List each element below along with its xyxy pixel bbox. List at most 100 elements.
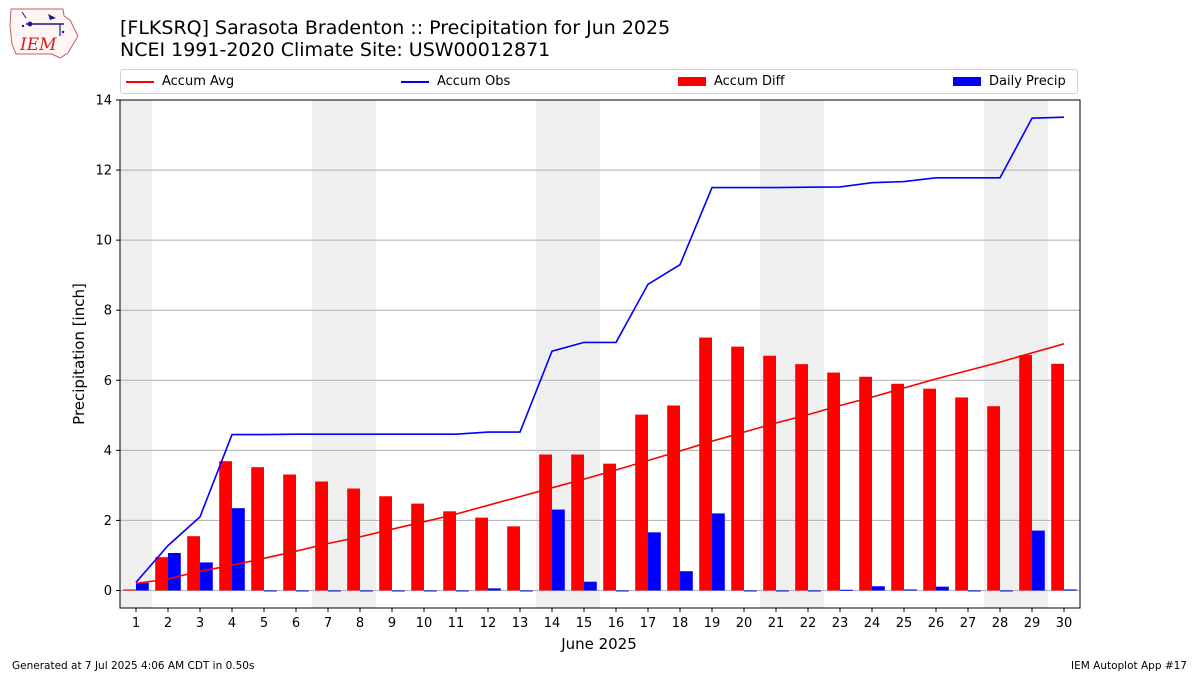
legend-label-daily-precip: Daily Precip (989, 74, 1066, 89)
footer-app: IEM Autoplot App #17 (1071, 660, 1187, 672)
daily-precip-bar-day-2 (168, 552, 181, 591)
accum-diff-bar-day-3 (187, 536, 200, 591)
accum-diff-bar-day-1 (123, 589, 136, 591)
legend-label-accum-avg: Accum Avg (162, 74, 235, 89)
accum-diff-bar-day-21 (763, 355, 776, 591)
daily-precip-bar-day-14 (552, 509, 565, 591)
accum-diff-bar-day-4 (219, 461, 232, 591)
accum-diff-bar-day-22 (795, 364, 808, 591)
x-tick-label-22: 22 (800, 616, 817, 631)
y-tick-label-8: 8 (104, 304, 112, 319)
chart-title: [FLKSRQ] Sarasota Bradenton :: Precipita… (120, 17, 671, 39)
accum-diff-bar-day-27 (955, 397, 968, 591)
accum-diff-bar-day-26 (923, 388, 936, 591)
x-tick-label-12: 12 (480, 616, 497, 631)
footer-generated: Generated at 7 Jul 2025 4:06 AM CDT in 0… (12, 660, 255, 672)
x-tick-label-29: 29 (1024, 616, 1041, 631)
x-tick-label-21: 21 (768, 616, 785, 631)
legend-swatch-accum-diff (678, 77, 706, 86)
x-tick-label-17: 17 (640, 616, 657, 631)
accum-obs-line (135, 116, 1065, 583)
x-tick-label-19: 19 (704, 616, 721, 631)
chart-subtitle: NCEI 1991-2020 Climate Site: USW00012871 (120, 39, 551, 61)
logo-text: IEM (19, 35, 57, 55)
legend-label-accum-diff: Accum Diff (714, 74, 785, 89)
plot-frame (119, 99, 1081, 609)
x-tick-label-7: 7 (324, 616, 332, 631)
daily-precip-bar-day-8 (360, 590, 373, 592)
y-tick-label-0: 0 (104, 584, 112, 599)
accum-diff-bar-day-16 (603, 463, 616, 591)
x-tick-label-18: 18 (672, 616, 689, 631)
accum-diff-bar-day-17 (635, 414, 648, 591)
daily-precip-bar-day-15 (584, 581, 597, 591)
daily-precip-bar-day-10 (424, 590, 437, 592)
daily-precip-bar-day-19 (712, 513, 725, 591)
daily-precip-bar-day-26 (936, 586, 949, 591)
y-tick-label-10: 10 (95, 234, 112, 249)
daily-precip-bar-day-28 (1000, 590, 1013, 592)
daily-precip-bar-day-3 (200, 562, 213, 591)
accum-diff-bar-day-13 (507, 526, 520, 591)
accum-diff-bar-day-2 (155, 557, 168, 591)
daily-precip-bar-day-7 (328, 590, 341, 592)
daily-precip-bar-day-12 (488, 588, 501, 591)
accum-diff-bar-day-30 (1051, 363, 1064, 591)
daily-precip-bar-day-27 (968, 590, 981, 592)
accum-diff-bar-day-11 (443, 511, 456, 591)
accum-diff-bar-day-19 (699, 337, 712, 591)
x-tick-label-4: 4 (228, 616, 236, 631)
legend-item-daily-precip: Daily Precip (953, 74, 1066, 89)
daily-precip-bar-day-13 (520, 590, 533, 592)
daily-precip-bar-day-23 (840, 589, 853, 591)
x-tick-label-6: 6 (292, 616, 300, 631)
chart-legend: Accum Avg Accum Obs Accum Diff Daily Pre… (120, 69, 1078, 94)
accum-diff-bar-day-28 (987, 406, 1000, 591)
x-tick-label-27: 27 (960, 616, 977, 631)
iem-logo: IEM (9, 8, 79, 59)
x-tick-label-26: 26 (928, 616, 945, 631)
legend-item-accum-avg: Accum Avg (126, 74, 234, 89)
legend-swatch-accum-obs (401, 80, 429, 83)
accum-diff-bar-day-8 (347, 488, 360, 591)
accum-diff-bar-day-14 (539, 454, 552, 591)
daily-precip-bar-day-18 (680, 571, 693, 591)
daily-precip-bar-day-16 (616, 590, 629, 592)
accum-diff-bar-day-23 (827, 372, 840, 591)
accum-diff-bar-day-10 (411, 503, 424, 591)
daily-precip-bar-day-20 (744, 590, 757, 592)
y-tick-label-6: 6 (104, 374, 112, 389)
y-tick-label-4: 4 (104, 444, 112, 459)
legend-swatch-accum-avg (126, 80, 154, 83)
accum-diff-bar-day-12 (475, 517, 488, 591)
x-axis-label: June 2025 (560, 635, 637, 653)
legend-item-accum-diff: Accum Diff (678, 74, 785, 89)
accum-diff-bar-day-5 (251, 467, 264, 591)
accum-avg-line (135, 343, 1065, 585)
accum-diff-bar-day-9 (379, 496, 392, 591)
x-tick-label-10: 10 (416, 616, 433, 631)
accum-diff-bar-day-18 (667, 405, 680, 591)
weekend-shade-1 (120, 100, 152, 608)
y-axis-label: Precipitation [inch] (70, 283, 88, 425)
daily-precip-bar-day-1 (136, 582, 149, 591)
legend-item-accum-obs: Accum Obs (401, 74, 510, 89)
y-tick-label-12: 12 (95, 164, 112, 179)
x-tick-label-25: 25 (896, 616, 913, 631)
accum-diff-bar-day-6 (283, 474, 296, 591)
x-tick-label-5: 5 (260, 616, 268, 631)
legend-label-accum-obs: Accum Obs (437, 74, 511, 89)
daily-precip-bar-day-9 (392, 590, 405, 592)
accum-diff-bar-day-29 (1019, 355, 1032, 591)
daily-precip-bar-day-21 (776, 590, 789, 592)
x-tick-label-8: 8 (356, 616, 364, 631)
x-tick-label-20: 20 (736, 616, 753, 631)
accum-diff-bar-day-25 (891, 383, 904, 591)
x-tick-label-11: 11 (448, 616, 465, 631)
x-tick-label-24: 24 (864, 616, 881, 631)
daily-precip-bar-day-22 (808, 590, 821, 592)
accum-diff-bar-day-20 (731, 346, 744, 591)
accum-diff-bar-day-7 (315, 481, 328, 591)
x-tick-label-28: 28 (992, 616, 1009, 631)
